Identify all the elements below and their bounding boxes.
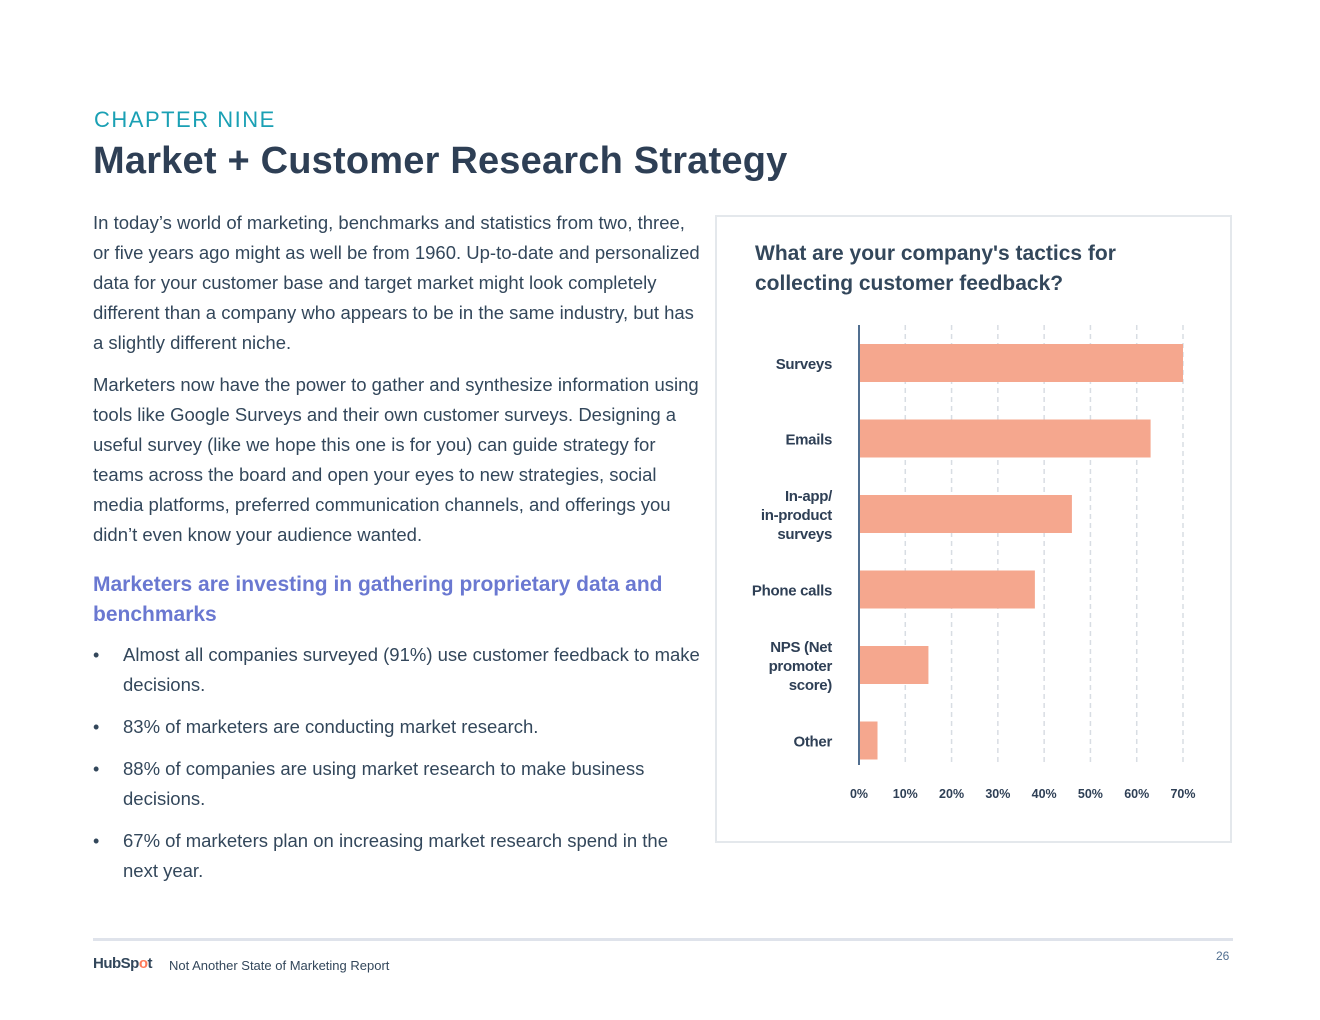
bullet-dot: • — [93, 645, 100, 665]
footer-report-name: Not Another State of Marketing Report — [169, 958, 390, 973]
chart-title: What are your company's tactics for coll… — [755, 242, 1116, 295]
category-label: in-product — [761, 507, 832, 524]
body-column: In today’s world of marketing, benchmark… — [93, 208, 703, 898]
category-label: Surveys — [776, 356, 832, 373]
category-label: NPS (Net — [770, 639, 832, 656]
category-label: In-app/ — [785, 488, 833, 505]
bullet-text: Almost all companies surveyed (91%) use … — [123, 644, 700, 695]
x-tick-label: 50% — [1078, 787, 1103, 801]
chapter-label: CHAPTER NINE — [94, 107, 276, 132]
footer-rule — [93, 938, 1233, 941]
section-subheading: Marketers are investing in gathering pro… — [93, 573, 663, 626]
second-paragraph: Marketers now have the power to gather a… — [93, 374, 699, 545]
bullet-text: 83% of marketers are conducting market r… — [123, 716, 539, 737]
bullet-text: 67% of marketers plan on increasing mark… — [123, 830, 669, 881]
bullet-item: • 83% of marketers are conducting market … — [93, 712, 703, 742]
category-label: surveys — [777, 526, 832, 543]
page-number: 26 — [1216, 949, 1230, 963]
bullet-dot: • — [93, 831, 100, 851]
category-label: score) — [789, 677, 833, 694]
bullet-dot: • — [93, 759, 100, 779]
bar — [859, 495, 1072, 533]
logo-text-end: t — [147, 955, 153, 972]
bullet-item: • 88% of companies are using market resea… — [93, 754, 703, 814]
bar — [859, 721, 878, 760]
chart-card: What are your company's tactics for coll… — [715, 215, 1232, 843]
x-tick-label: 0% — [850, 787, 868, 801]
category-label: Emails — [785, 432, 832, 449]
logo-text-start: HubSp — [93, 955, 139, 972]
page-title: Market + Customer Research Strategy — [93, 140, 788, 182]
bullet-list: • Almost all companies surveyed (91%) use… — [93, 640, 703, 886]
x-tick-label: 60% — [1124, 787, 1149, 801]
x-tick-label: 40% — [1032, 787, 1057, 801]
category-label: Phone calls — [752, 583, 832, 600]
intro-paragraph: In today’s world of marketing, benchmark… — [93, 212, 700, 353]
bar-chart: Surveys Emails In-app/in-product surveys Pho… — [752, 325, 1196, 801]
bullet-item: • Almost all companies surveyed (91%) use… — [93, 640, 703, 700]
x-tick-label: 10% — [893, 787, 918, 801]
x-tick-label: 30% — [985, 787, 1010, 801]
bar — [859, 646, 929, 684]
x-tick-label: 70% — [1170, 787, 1195, 801]
bullet-item: • 67% of marketers plan on increasing mar… — [93, 826, 703, 886]
sprocket-icon: o — [138, 955, 148, 972]
bullet-text: 88% of companies are using market resear… — [123, 758, 645, 809]
category-label: Other — [793, 734, 832, 751]
bar — [859, 419, 1151, 458]
bullet-dot: • — [93, 717, 100, 737]
bar — [859, 344, 1183, 382]
bar — [859, 570, 1035, 609]
hubspot-logo: HubSpot — [93, 955, 152, 972]
category-label: promoter — [769, 658, 833, 675]
x-tick-label: 20% — [939, 787, 964, 801]
